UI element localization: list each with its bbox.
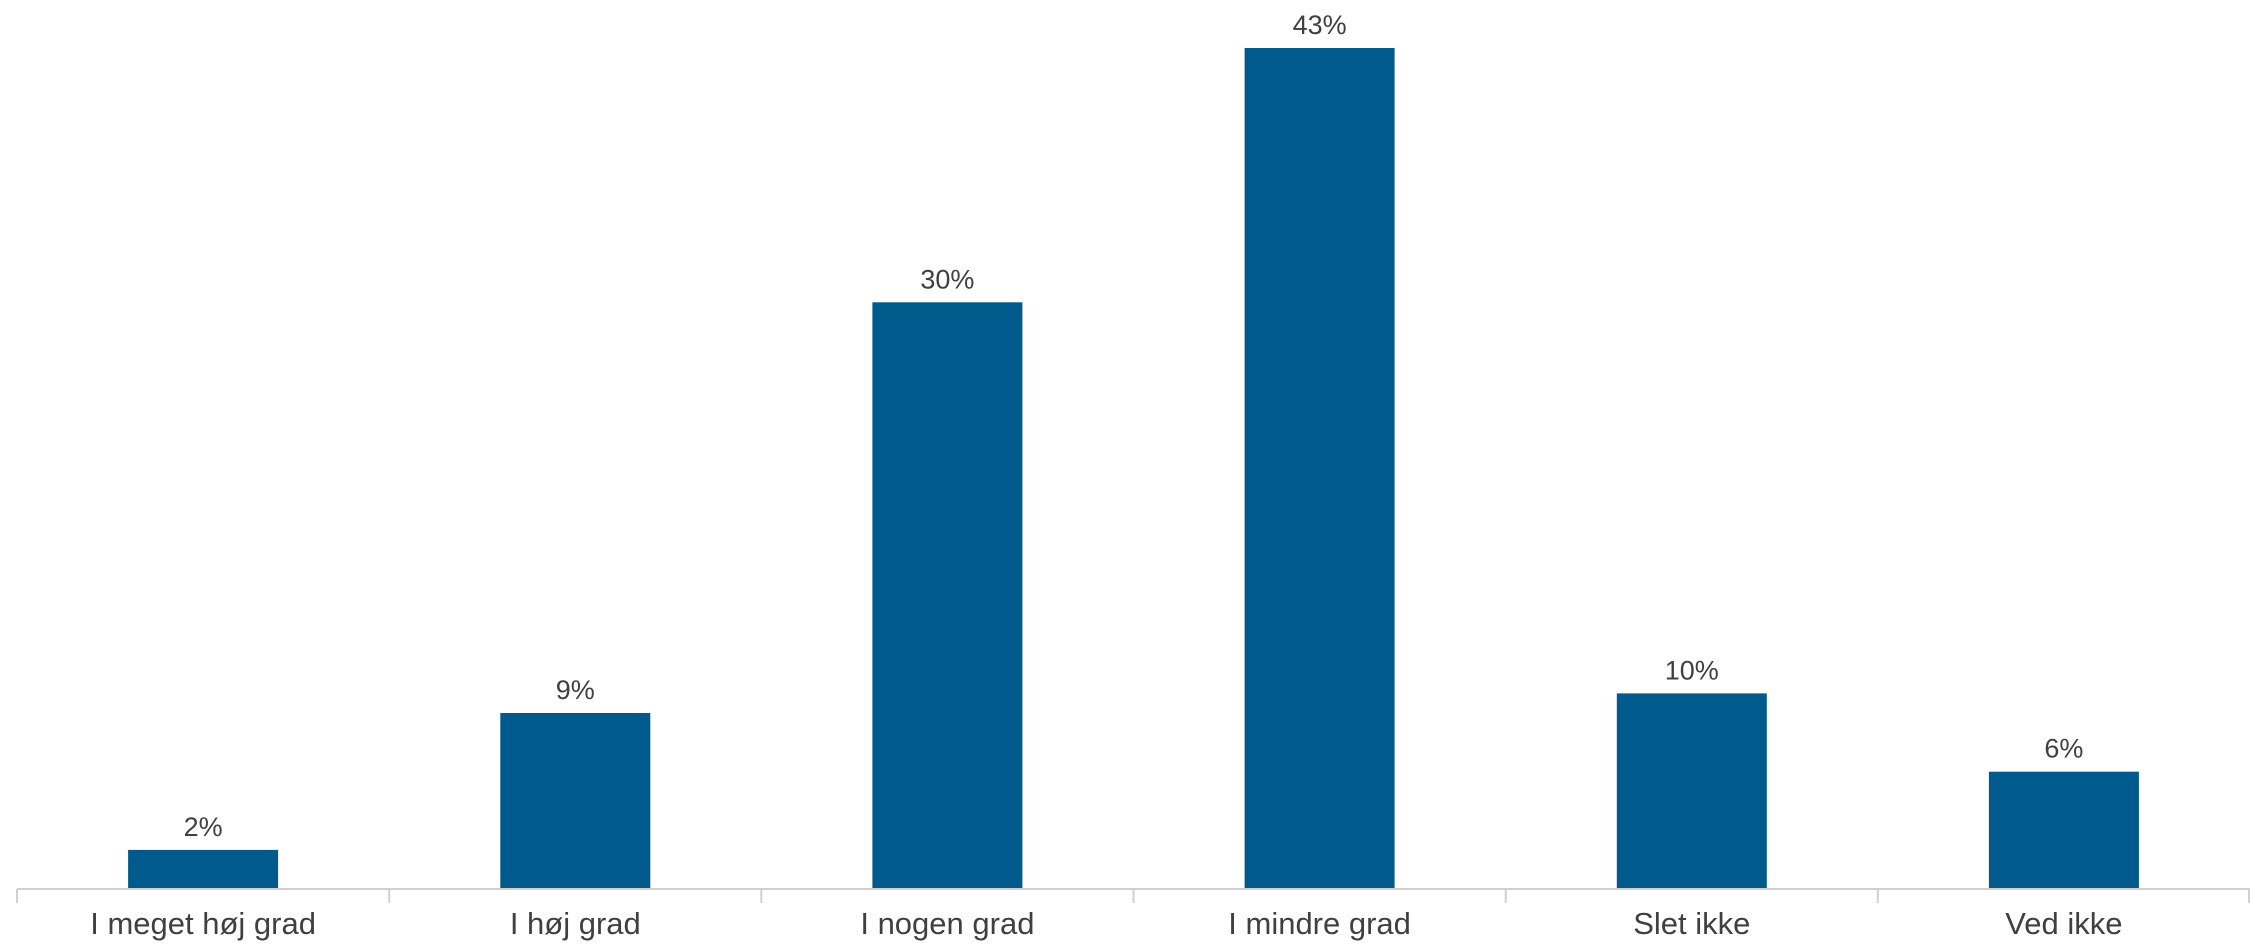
x-tick-label-2: I nogen grad: [860, 906, 1034, 941]
x-tick-label-5: Ved ikke: [2005, 906, 2122, 941]
bar-2: [872, 302, 1023, 889]
bar-0: [128, 849, 279, 889]
bar-4: [1616, 693, 1767, 889]
data-label-1: 9%: [556, 675, 595, 705]
data-label-0: 2%: [184, 812, 223, 842]
x-tick-label-0: I meget høj grad: [90, 906, 316, 941]
x-tick-label-3: I mindre grad: [1228, 906, 1411, 941]
x-axis: [16, 888, 2250, 903]
data-label-5: 6%: [2044, 734, 2083, 764]
data-label-4: 10%: [1665, 655, 1719, 685]
bar-5: [1988, 771, 2139, 889]
bars-layer: [128, 48, 2139, 889]
bar-1: [500, 713, 651, 889]
x-tick-label-1: I høj grad: [510, 906, 641, 941]
x-tick-label-4: Slet ikke: [1633, 906, 1750, 941]
data-label-3: 43%: [1293, 10, 1347, 40]
tick-labels-layer: I meget høj grad I høj grad I nogen grad I …: [90, 906, 2122, 941]
bar-3: [1244, 48, 1395, 889]
data-label-2: 30%: [920, 264, 974, 294]
data-labels-layer: 2% 9% 30% 43% 10% 6%: [184, 10, 2084, 842]
